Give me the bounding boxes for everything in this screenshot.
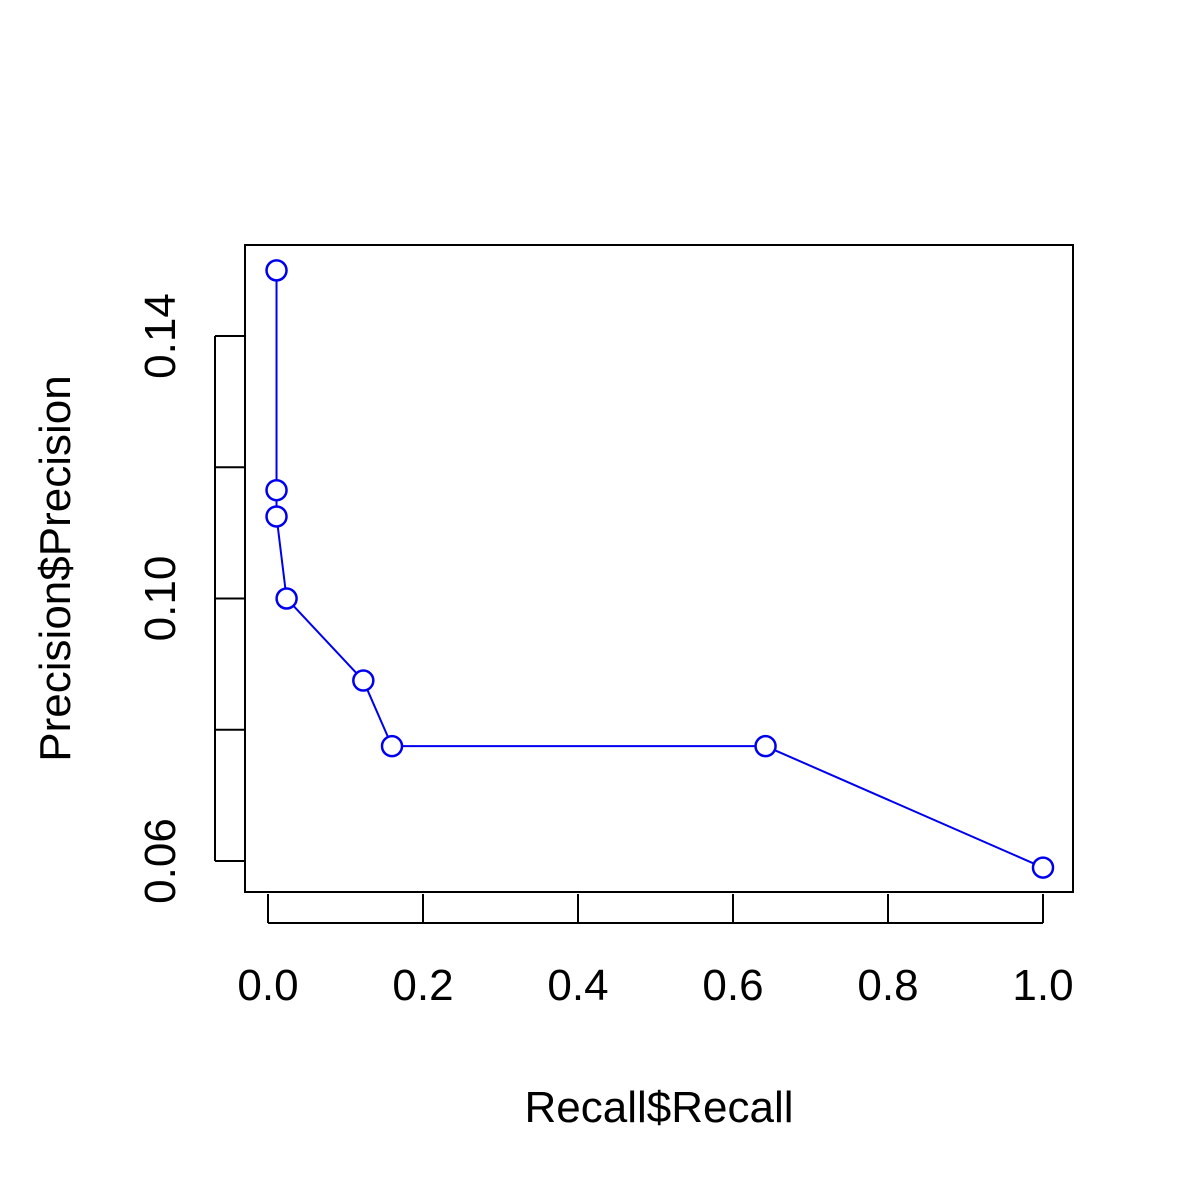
x-axis-title: Recall$Recall — [524, 1083, 793, 1132]
data-point — [754, 734, 777, 758]
x-tick-label: 0.0 — [237, 961, 298, 1010]
data-point — [265, 478, 288, 502]
y-axis: 0.06 0.10 0.14 — [136, 293, 245, 904]
data-point — [1031, 856, 1055, 879]
series-line-segment — [774, 749, 1035, 865]
series-layer — [265, 259, 1055, 879]
data-point — [380, 734, 404, 758]
data-point — [275, 587, 298, 610]
data-point — [352, 669, 375, 692]
x-tick-label: 0.2 — [392, 961, 453, 1010]
x-tick-label: 0.6 — [702, 961, 763, 1010]
y-tick-label: 0.06 — [136, 818, 185, 904]
x-axis: 0.0 0.2 0.4 0.6 0.8 1.0 — [237, 894, 1074, 1010]
plot-area — [244, 244, 1074, 893]
series-line-segment — [292, 605, 358, 674]
x-tick-label: 1.0 — [1012, 961, 1073, 1010]
y-tick-label: 0.14 — [136, 293, 185, 379]
y-axis-title: Precision$Precision — [31, 375, 80, 761]
plot-frame — [244, 244, 1074, 893]
series-line-segment — [276, 526, 287, 589]
data-point — [265, 505, 288, 528]
data-point — [265, 259, 288, 282]
y-tick-label: 0.10 — [136, 556, 185, 642]
x-tick-label: 0.8 — [857, 961, 918, 1010]
x-tick-label: 0.4 — [547, 961, 608, 1010]
series-line-segment — [366, 689, 389, 738]
